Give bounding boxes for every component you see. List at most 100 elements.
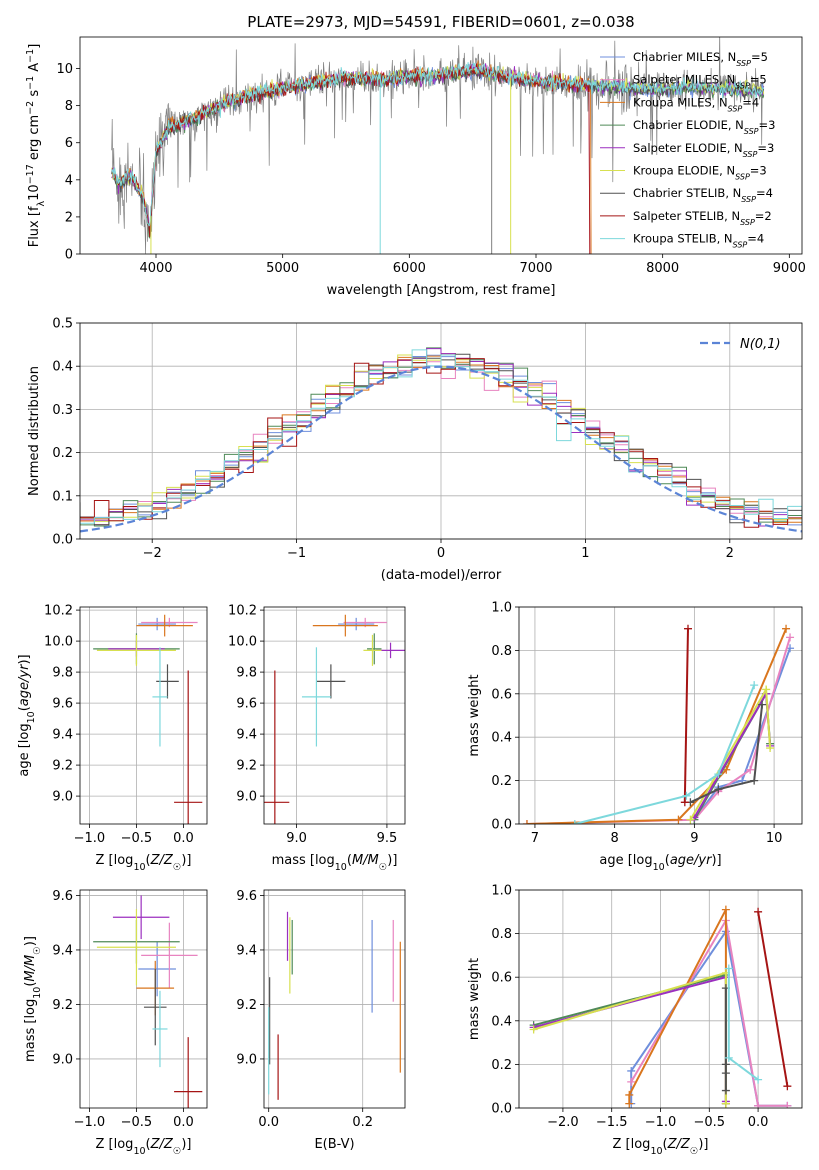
y-tick-label: 6 [65,136,73,151]
x-tick-label: 0.0 [173,1115,194,1130]
x-tick-label: 7000 [519,261,552,276]
data-point-marker [750,681,759,690]
label-part: ☉ [690,1146,699,1157]
label-part: age [log [17,723,32,776]
legend-count: =4 [747,232,764,246]
label-part: )] [387,853,397,868]
label-part: Z/Z [667,1137,691,1152]
y-tick-label: 0.2 [491,774,512,789]
y-tick-label: 9.4 [236,728,257,743]
axes-frame [518,889,803,1109]
axes: 7 8 9 10 0.0 0.2 0.4 0.6 0.8 1.0 mass weight age [l… [467,601,803,873]
label-part: 10 [133,862,145,873]
data-point-marker [754,1101,763,1108]
label-part: erg cm [27,115,42,164]
label-part: age/yr [17,663,32,706]
series-line [757,911,789,1087]
label-part: Z [log [96,1137,134,1152]
x-tick-label: −1.5 [596,1115,628,1130]
x-tick-label: 0.0 [173,831,194,846]
label-part: mass [log [272,853,335,868]
y-tick-label: 9.6 [236,697,257,712]
y-tick-label: 2 [65,210,73,225]
y-tick-label: 0.0 [491,1102,512,1117]
data-point-marker [682,791,691,800]
axes: −1.0 −0.5 0.0 9.0 9.2 9.4 9.6 9.8 10.0 10.2 Z [log… [17,604,208,873]
data-point-marker [674,815,683,824]
label-part: )] [698,1137,708,1152]
data-point-marker [750,776,759,785]
data-point-marker [754,1075,763,1084]
series-kroupa-stelib [724,964,763,1084]
legend-text: Salpeter MILES, N [633,73,735,87]
data-point-marker [686,815,695,824]
data-point-marker [721,905,730,914]
series-line [574,684,756,824]
y-tick-label: 0.2 [491,1058,512,1073]
label-part: Z [log [613,1137,651,1152]
y-tick-label: 9.6 [236,889,257,904]
errorbar-kroupa-miles [136,614,193,637]
data-point-marker [570,820,579,824]
plot-area [80,347,802,533]
legend-label: Kroupa ELODIE, NSSP=3 [633,164,767,182]
errorbar-salpeter-elodie [112,895,170,940]
y-tick-label: 9.4 [236,943,257,958]
legend-sub: SSP [744,127,759,136]
y-tick-label: 9.0 [236,790,257,805]
label-part: ( [665,853,670,868]
model-line-salpeter-stelib [111,63,591,254]
label-part: ( [146,1137,151,1152]
y-tick-label: 9.4 [52,728,73,743]
series-line [683,628,689,803]
x-tick-label: 9 [690,831,698,846]
label-part: Z [log [96,853,134,868]
legend-count: =3 [759,118,776,132]
series-line [533,973,727,1104]
errorbar-salpeter-stelib [174,670,203,824]
data-point-marker [758,700,767,709]
series-line [533,975,727,1102]
data-point-marker [714,785,723,794]
axes-frame [263,889,406,1109]
x-tick-label: 1 [581,546,589,561]
x-tick-label: −1.0 [74,831,106,846]
data-point-marker [786,633,795,642]
panel-5: 7 8 9 10 0.0 0.2 0.4 0.6 0.8 1.0 mass weight age [l… [467,601,803,873]
legend-text: Salpeter ELODIE, N [633,141,743,155]
plot-area [111,37,765,254]
y-axis-label: Flux [fλ10−17 erg cm−2 s−1 A−1] [25,44,47,248]
grid [519,606,802,825]
grid [80,607,207,824]
y-tick-label: 10 [56,62,73,77]
x-tick-label: 0.2 [352,1115,373,1130]
data-point-marker [783,1082,792,1091]
legend-text: Kroupa ELODIE, N [633,164,735,178]
label-part: ☉ [379,862,388,873]
model-line-kroupa-stelib [111,62,765,227]
label-part: mass [log [23,999,38,1062]
axes: 0.0 0.2 9.0 9.2 9.4 9.6 E(B-V) [236,889,406,1152]
y-tick-label: 1.0 [491,601,512,616]
errorbar-chabrier-stelib [316,664,346,699]
plot-area [264,614,405,824]
axes-frame [263,606,406,825]
errorbar-kroupa-elodie [96,634,176,666]
x-axis-label: wavelength [Angstrom, rest frame] [327,283,556,298]
data-point-marker [627,1066,636,1075]
label-part: M/M [352,853,379,868]
label-part: Z/Z [150,853,174,868]
x-axis-label: Z [log10(Z/Z☉)] [613,1137,709,1157]
label-part: )] [181,1137,191,1152]
y-tick-label: 0.1 [52,489,73,504]
grid [264,607,405,824]
data-point-marker [721,1086,730,1095]
errorbar-kroupa-stelib [301,647,331,747]
y-tick-label: 9.2 [52,998,73,1013]
y-tick-label: 9.0 [52,790,73,805]
label-part: 10 [27,184,42,201]
y-tick-label: 9.8 [236,666,257,681]
series-line [689,704,764,804]
y-tick-label: 10.2 [44,604,73,619]
model-line-kroupa-miles [111,60,592,254]
